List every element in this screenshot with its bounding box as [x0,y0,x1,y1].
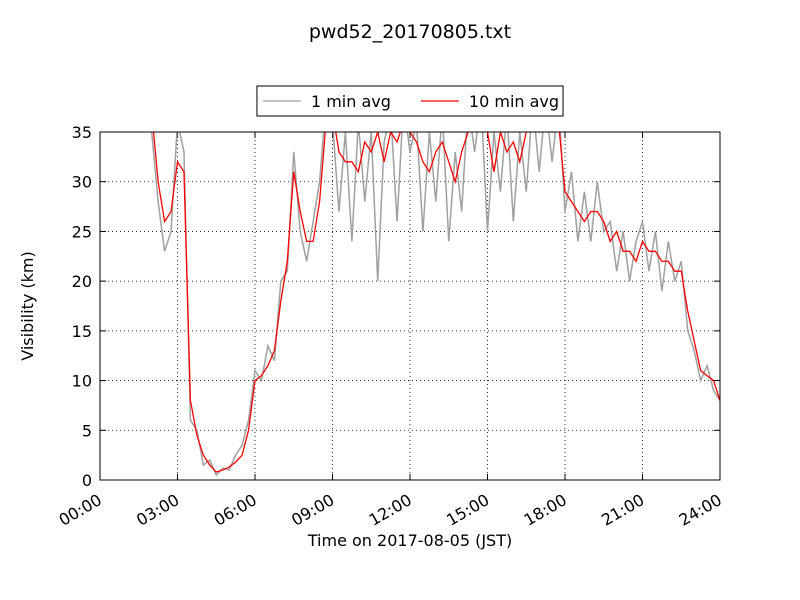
y-axis-label: Visibility (km) [18,251,37,360]
legend-box [256,85,564,117]
y-tick-label: 5 [82,421,92,440]
chart-title: pwd52_20170805.txt [309,21,511,43]
y-tick-label: 0 [82,471,92,490]
series-group [150,132,720,477]
y-tick-label: 15 [72,322,92,341]
y-tick-label: 25 [72,222,92,241]
y-tick-label: 30 [72,173,92,192]
legend-label: 10 min avg [469,92,559,111]
y-tick-label: 20 [72,272,92,291]
y-tick-label: 35 [72,123,92,142]
legend-label: 1 min avg [311,92,391,111]
series-line [152,132,720,473]
plot-frame [99,131,721,481]
legend: 1 min avg 10 min avg [256,85,564,117]
x-axis-label: Time on 2017-08-05 (JST) [307,531,512,550]
series-line [150,132,720,477]
y-tick-label: 10 [72,372,92,391]
